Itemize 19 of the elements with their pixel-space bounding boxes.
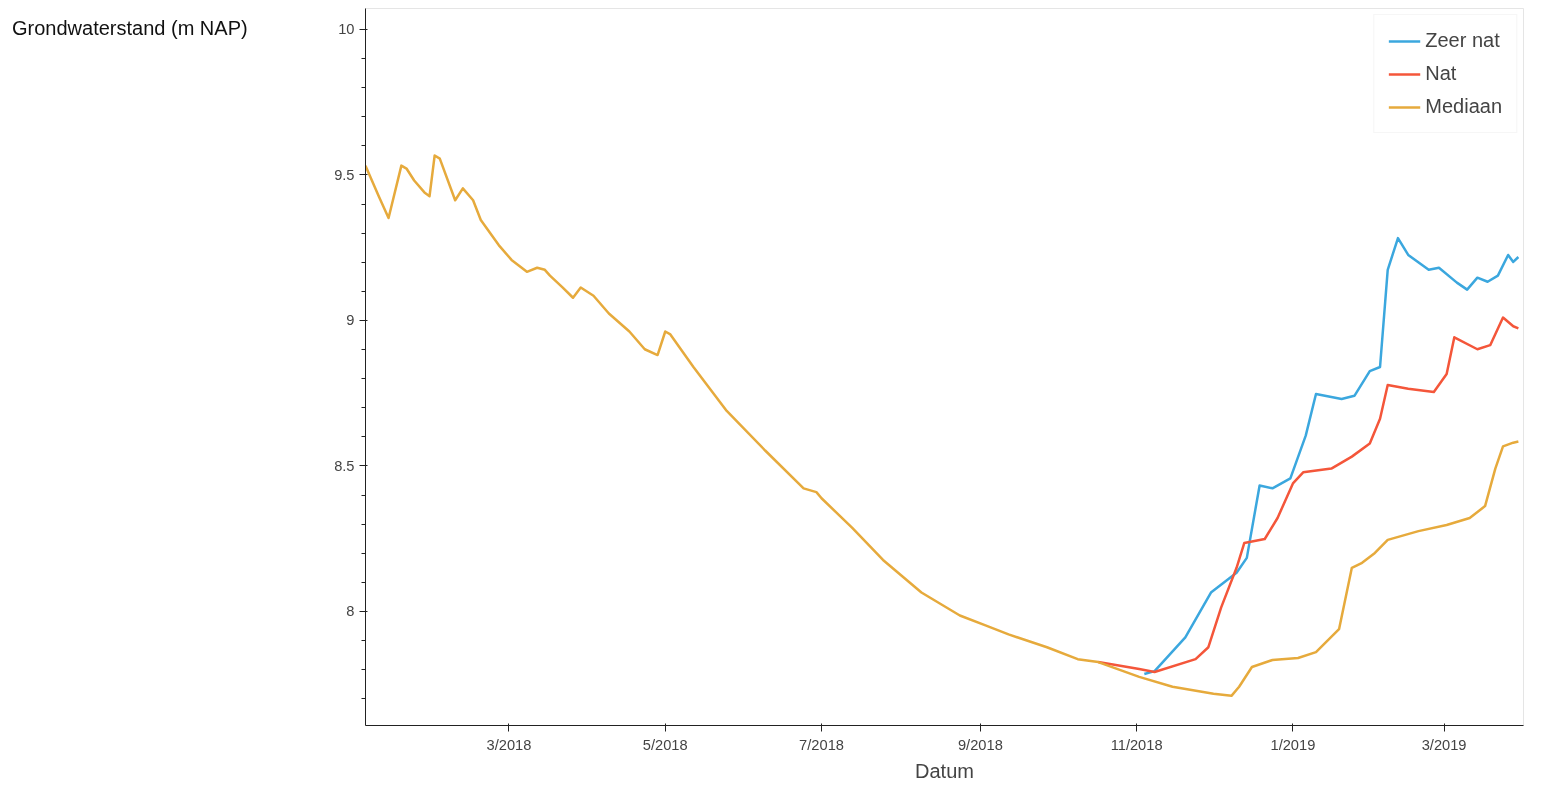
- legend-label: Zeer nat: [1425, 29, 1500, 52]
- x-tick-label: 3/2019: [1421, 736, 1467, 753]
- x-tick-label: 3/2018: [486, 736, 532, 753]
- x-tick-label: 7/2018: [799, 736, 844, 753]
- y-tick-label: 9: [346, 312, 355, 329]
- line-series: [1143, 236, 1520, 676]
- x-tick-label: 5/2018: [642, 736, 688, 753]
- legend-label: Nat: [1425, 62, 1457, 85]
- y-tick-label: 9.5: [334, 166, 355, 183]
- y-axis-title: Grondwaterstand (m NAP): [12, 16, 248, 41]
- y-tick-label: 10: [338, 21, 355, 38]
- y-tick-label: 8.5: [334, 457, 355, 474]
- legend-label: Mediaan: [1425, 95, 1502, 118]
- line-series: [365, 154, 1520, 698]
- y-tick-label: 8: [346, 603, 355, 620]
- x-tick-label: 11/2018: [1110, 736, 1163, 753]
- x-axis-title: Datum: [915, 759, 974, 782]
- x-tick-label: 1/2019: [1270, 736, 1316, 753]
- x-tick-label: 9/2018: [957, 736, 1003, 753]
